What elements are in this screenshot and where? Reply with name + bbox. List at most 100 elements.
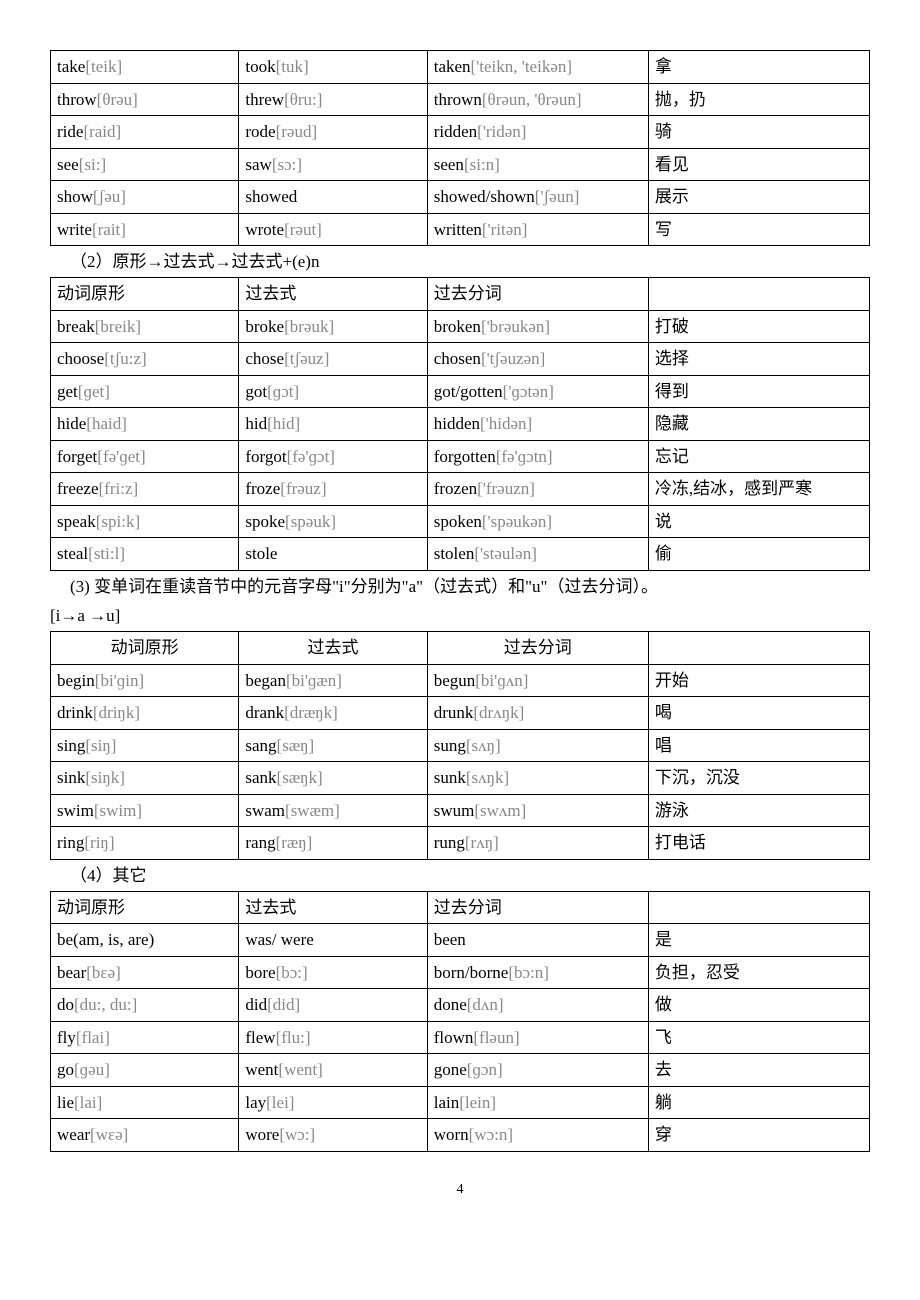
table-cell: hide[haid] bbox=[51, 408, 239, 441]
table-cell: 得到 bbox=[648, 375, 869, 408]
table-row: begin[bi'ɡin]began[bi'ɡæn]begun[bi'ɡʌn]开… bbox=[51, 664, 870, 697]
table-row: see[si:]saw[sɔ:]seen[si:n]看见 bbox=[51, 148, 870, 181]
table-cell: 去 bbox=[648, 1054, 869, 1087]
table-row: bear[bεə]bore[bɔ:]born/borne[bɔ:n]负担，忍受 bbox=[51, 956, 870, 989]
table-row: take[teik]took[tuk]taken['teikn, 'teikən… bbox=[51, 51, 870, 84]
table-cell: froze[frəuz] bbox=[239, 473, 427, 506]
table-cell: rang[ræŋ] bbox=[239, 827, 427, 860]
table-cell: 展示 bbox=[648, 181, 869, 214]
table-cell: 骑 bbox=[648, 116, 869, 149]
table-cell: lay[lei] bbox=[239, 1086, 427, 1119]
table-cell: 选择 bbox=[648, 343, 869, 376]
table-cell: threw[θru:] bbox=[239, 83, 427, 116]
table-cell: saw[sɔ:] bbox=[239, 148, 427, 181]
table-cell: break[breik] bbox=[51, 310, 239, 343]
table-header-cell: 过去分词 bbox=[427, 278, 648, 311]
table-cell: 开始 bbox=[648, 664, 869, 697]
table-row: write[rait]wrote[rəut]written['ritən]写 bbox=[51, 213, 870, 246]
verb-table-2: 动词原形过去式过去分词break[breik]broke[brəuk]broke… bbox=[50, 277, 870, 571]
table-cell: seen[si:n] bbox=[427, 148, 648, 181]
table-cell: speak[spi:k] bbox=[51, 505, 239, 538]
table-cell: forget[fə'ɡet] bbox=[51, 440, 239, 473]
table-cell: began[bi'ɡæn] bbox=[239, 664, 427, 697]
table-row: forget[fə'ɡet]forgot[fə'ɡɔt]forgotten[fə… bbox=[51, 440, 870, 473]
table-cell: written['ritən] bbox=[427, 213, 648, 246]
verb-table-4: 动词原形过去式过去分词be(am, is, are)was/ werebeen是… bbox=[50, 891, 870, 1152]
table-row: sing[siŋ]sang[sæŋ]sung[sʌŋ]唱 bbox=[51, 729, 870, 762]
table-cell: 负担，忍受 bbox=[648, 956, 869, 989]
table-header-cell: 动词原形 bbox=[51, 632, 239, 665]
table-header-cell bbox=[648, 278, 869, 311]
table-cell: bore[bɔ:] bbox=[239, 956, 427, 989]
table-cell: stole bbox=[239, 538, 427, 571]
table-cell: 唱 bbox=[648, 729, 869, 762]
table-cell: take[teik] bbox=[51, 51, 239, 84]
table-cell: swum[swʌm] bbox=[427, 794, 648, 827]
table-cell: 飞 bbox=[648, 1021, 869, 1054]
table-cell: swam[swæm] bbox=[239, 794, 427, 827]
table-cell: gone[ɡɔn] bbox=[427, 1054, 648, 1087]
table-header-cell: 动词原形 bbox=[51, 278, 239, 311]
table-cell: 说 bbox=[648, 505, 869, 538]
table-cell: stolen['stəulən] bbox=[427, 538, 648, 571]
table-row: steal[sti:l]stolestolen['stəulən]偷 bbox=[51, 538, 870, 571]
table-cell: broken['brəukən] bbox=[427, 310, 648, 343]
table-row: do[du:, du:]did[did]done[dʌn]做 bbox=[51, 989, 870, 1022]
table-cell: ride[raid] bbox=[51, 116, 239, 149]
table-cell: begun[bi'ɡʌn] bbox=[427, 664, 648, 697]
table-cell: ridden['ridən] bbox=[427, 116, 648, 149]
table-cell: get[ɡet] bbox=[51, 375, 239, 408]
table-cell: worn[wɔ:n] bbox=[427, 1119, 648, 1152]
table-cell: show[ʃəu] bbox=[51, 181, 239, 214]
caption-4: （4）其它 bbox=[70, 862, 870, 889]
table-row: get[ɡet]got[ɡɔt]got/gotten['ɡɔtən]得到 bbox=[51, 375, 870, 408]
table-cell: fly[flai] bbox=[51, 1021, 239, 1054]
table-header-cell: 过去分词 bbox=[427, 632, 648, 665]
table-cell: 写 bbox=[648, 213, 869, 246]
table-cell: sank[sæŋk] bbox=[239, 762, 427, 795]
caption-2: （2）原形→过去式→过去式+(e)n bbox=[70, 248, 870, 275]
table-cell: rung[rʌŋ] bbox=[427, 827, 648, 860]
table-header-cell bbox=[648, 632, 869, 665]
table-cell: 穿 bbox=[648, 1119, 869, 1152]
table-cell: bear[bεə] bbox=[51, 956, 239, 989]
table-row: go[ɡəu]went[went]gone[ɡɔn]去 bbox=[51, 1054, 870, 1087]
table-cell: be(am, is, are) bbox=[51, 924, 239, 957]
verb-table-3: 动词原形过去式过去分词begin[bi'ɡin]began[bi'ɡæn]beg… bbox=[50, 631, 870, 860]
table-header-row: 动词原形过去式过去分词 bbox=[51, 632, 870, 665]
table-cell: write[rait] bbox=[51, 213, 239, 246]
table-cell: frozen['frəuzn] bbox=[427, 473, 648, 506]
table-row: choose[tʃu:z]chose[tʃəuz]chosen['tʃəuzən… bbox=[51, 343, 870, 376]
table-cell: spoke[spəuk] bbox=[239, 505, 427, 538]
table-cell: choose[tʃu:z] bbox=[51, 343, 239, 376]
table-cell: wrote[rəut] bbox=[239, 213, 427, 246]
table-cell: forgot[fə'ɡɔt] bbox=[239, 440, 427, 473]
table-cell: chose[tʃəuz] bbox=[239, 343, 427, 376]
table-cell: 打破 bbox=[648, 310, 869, 343]
table-cell: sing[siŋ] bbox=[51, 729, 239, 762]
table-row: be(am, is, are)was/ werebeen是 bbox=[51, 924, 870, 957]
table-cell: sang[sæŋ] bbox=[239, 729, 427, 762]
table-cell: sung[sʌŋ] bbox=[427, 729, 648, 762]
table-cell: thrown[θrəun, 'θrəun] bbox=[427, 83, 648, 116]
table-cell: drunk[drʌŋk] bbox=[427, 697, 648, 730]
table-cell: rode[rəud] bbox=[239, 116, 427, 149]
table-header-cell: 过去式 bbox=[239, 278, 427, 311]
page-number: 4 bbox=[50, 1182, 870, 1198]
table-cell: 隐藏 bbox=[648, 408, 869, 441]
table-cell: 偷 bbox=[648, 538, 869, 571]
table-cell: took[tuk] bbox=[239, 51, 427, 84]
table-cell: 喝 bbox=[648, 697, 869, 730]
table-cell: got/gotten['ɡɔtən] bbox=[427, 375, 648, 408]
caption-3a: (3) 变单词在重读音节中的元音字母"i"分别为"a"（过去式）和"u"（过去分… bbox=[70, 573, 870, 600]
table-cell: got[ɡɔt] bbox=[239, 375, 427, 408]
table-cell: swim[swim] bbox=[51, 794, 239, 827]
table-cell: drink[driŋk] bbox=[51, 697, 239, 730]
table-cell: spoken['spəukən] bbox=[427, 505, 648, 538]
table-row: lie[lai]lay[lei]lain[lein]躺 bbox=[51, 1086, 870, 1119]
table-cell: 打电话 bbox=[648, 827, 869, 860]
table-header-cell bbox=[648, 891, 869, 924]
table-cell: ring[riŋ] bbox=[51, 827, 239, 860]
table-header-cell: 过去式 bbox=[239, 891, 427, 924]
table-cell: lie[lai] bbox=[51, 1086, 239, 1119]
